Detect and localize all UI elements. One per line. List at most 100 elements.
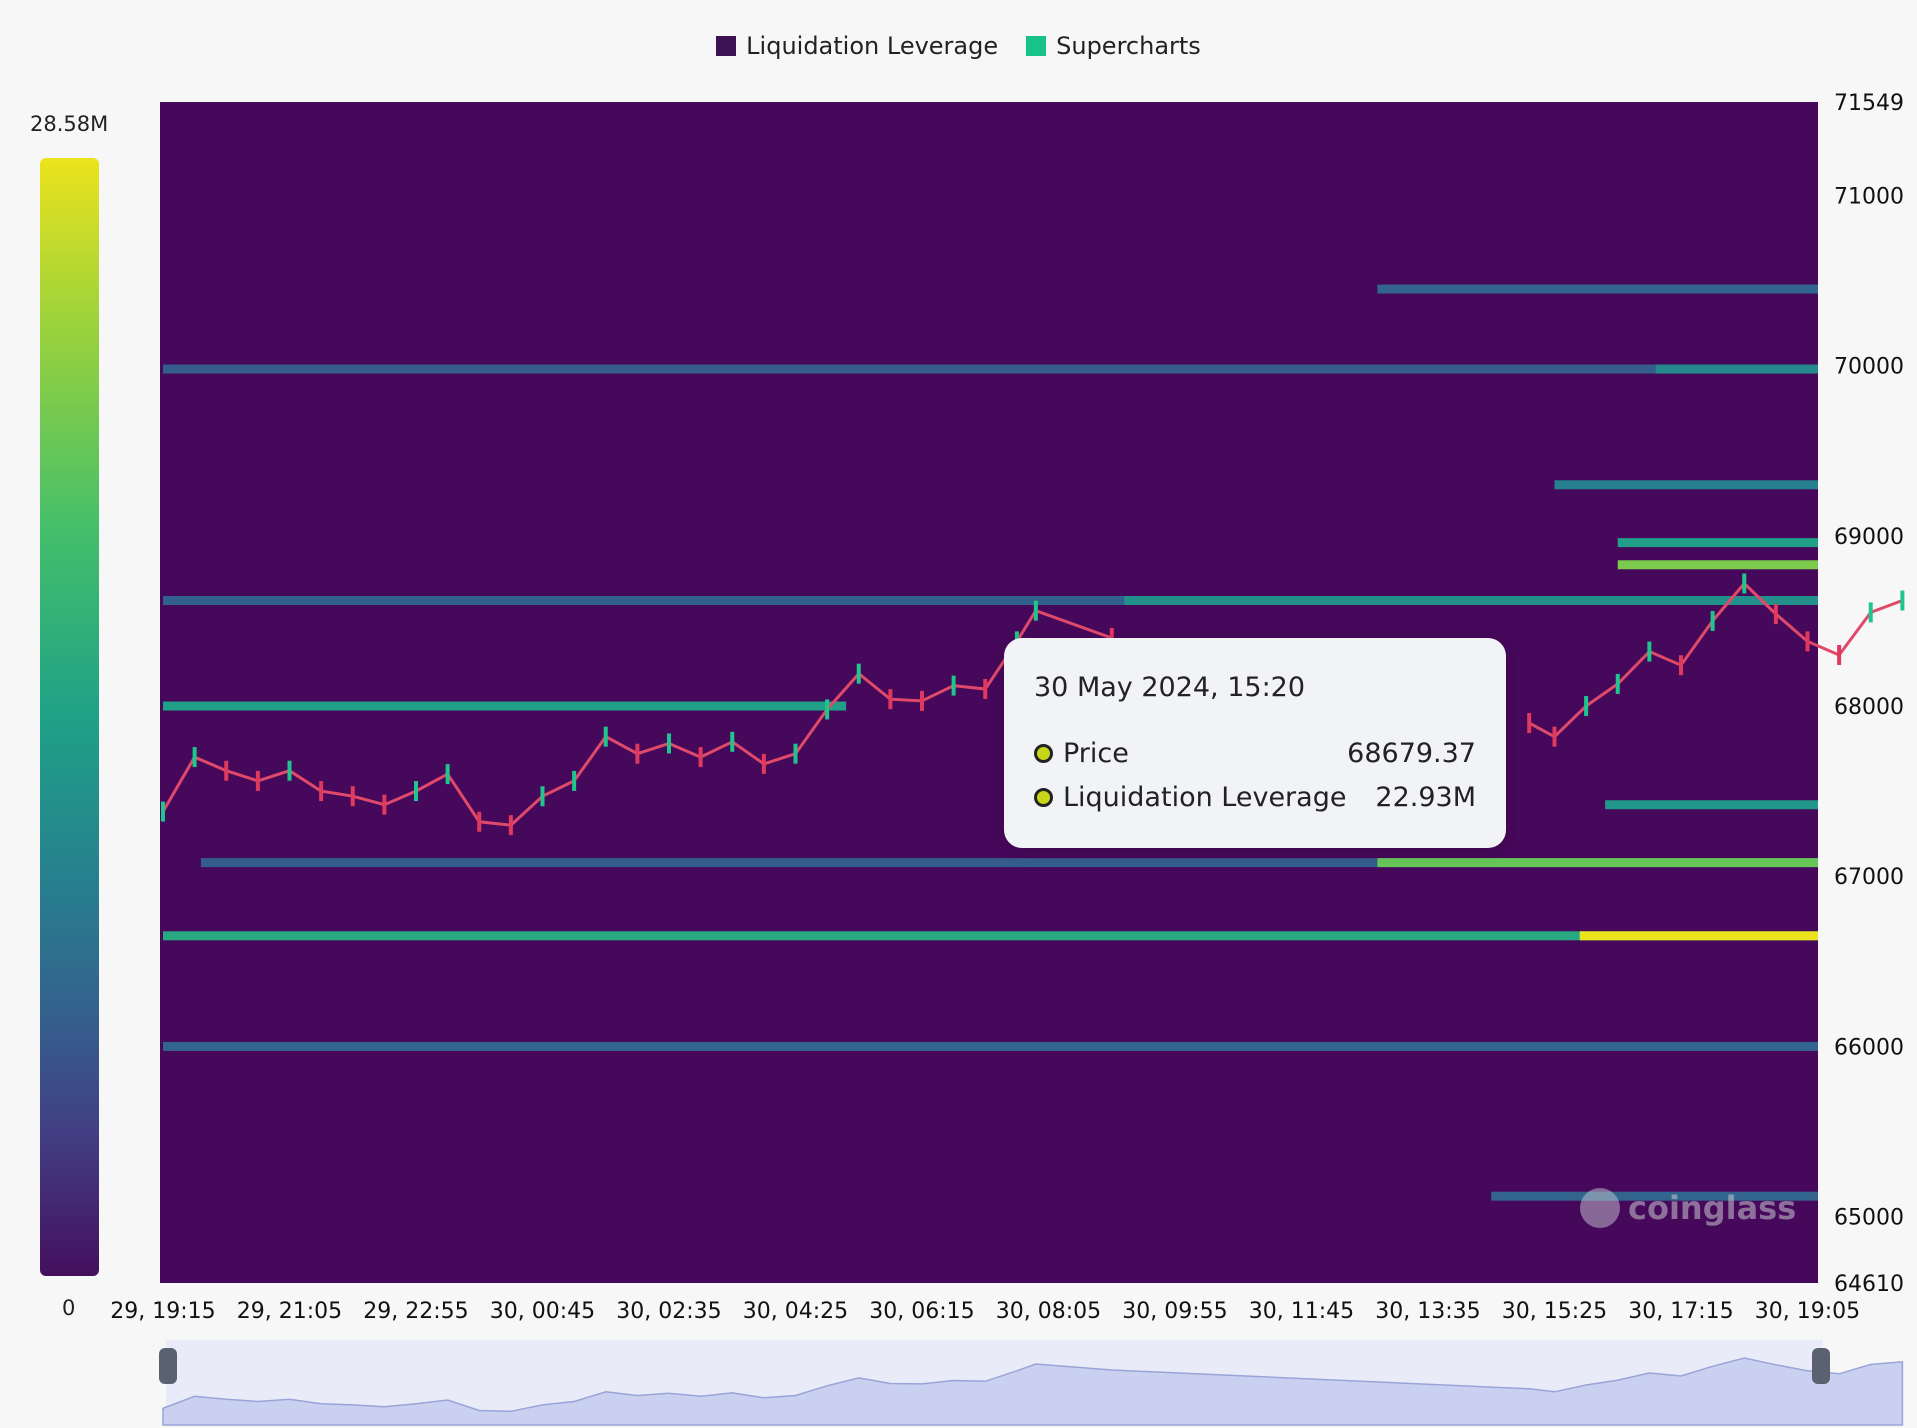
price-candle bbox=[825, 699, 830, 720]
colorbar-min-label: 0 bbox=[62, 1296, 76, 1320]
legend-swatch bbox=[1026, 36, 1047, 56]
navigator-series bbox=[162, 1357, 1904, 1426]
y-tick-label: 69000 bbox=[1834, 525, 1904, 550]
y-tick-label: 66000 bbox=[1834, 1035, 1904, 1060]
x-tick-label: 30, 09:55 bbox=[1122, 1299, 1227, 1324]
price-candle bbox=[730, 731, 735, 752]
price-candle bbox=[350, 786, 355, 807]
price-candle bbox=[888, 689, 893, 710]
price-candle bbox=[1647, 641, 1652, 662]
heat-band-peak bbox=[1579, 931, 1818, 941]
x-tick-label: 30, 19:05 bbox=[1755, 1299, 1860, 1324]
price-candle bbox=[540, 786, 545, 807]
heat-band-peak bbox=[1124, 596, 1818, 606]
price-candle bbox=[572, 770, 577, 791]
price-candle bbox=[1527, 713, 1532, 734]
y-tick-label: 71000 bbox=[1834, 184, 1904, 209]
price-candle bbox=[1710, 610, 1715, 631]
price-candle bbox=[667, 733, 671, 754]
price-candle bbox=[920, 690, 924, 711]
tooltip-value: 22.93M bbox=[1375, 781, 1476, 813]
heat-band bbox=[163, 931, 1818, 941]
price-candle bbox=[1109, 627, 1114, 648]
price-candle bbox=[1868, 602, 1873, 623]
price-candle bbox=[508, 815, 513, 836]
heat-band bbox=[163, 364, 1818, 374]
x-tick-label: 30, 17:15 bbox=[1628, 1299, 1733, 1324]
tooltip-label: Price bbox=[1063, 737, 1129, 769]
price-candle bbox=[1615, 673, 1620, 694]
heat-band bbox=[1491, 1191, 1818, 1201]
x-tick-label: 30, 08:05 bbox=[996, 1299, 1101, 1324]
tooltip: 30 May 2024, 15:20 Price 68679.37 Liquid… bbox=[1004, 638, 1506, 848]
x-tick-label: 29, 21:05 bbox=[237, 1299, 342, 1324]
price-candle bbox=[1742, 573, 1747, 594]
colorbar-max-label: 28.58M bbox=[30, 112, 109, 136]
coinglass-logo-icon bbox=[1580, 1188, 1620, 1228]
heat-band bbox=[1617, 538, 1818, 548]
heat-band bbox=[163, 1041, 1818, 1051]
x-tick-label: 30, 04:25 bbox=[743, 1299, 848, 1324]
price-candle bbox=[856, 663, 861, 684]
legend-item[interactable]: Supercharts bbox=[1026, 32, 1201, 60]
heat-band bbox=[200, 858, 1819, 868]
price-candle bbox=[951, 675, 956, 696]
legend-label: Supercharts bbox=[1056, 32, 1201, 60]
price-candle bbox=[1679, 655, 1683, 676]
price-candle bbox=[1773, 604, 1778, 625]
price-candle bbox=[445, 764, 450, 785]
tooltip-value: 68679.37 bbox=[1347, 737, 1476, 769]
plot-background bbox=[160, 102, 1818, 1283]
price-candle bbox=[1552, 726, 1557, 747]
price-candle bbox=[1033, 600, 1038, 621]
tooltip-row-leverage: Liquidation Leverage 22.93M bbox=[1034, 775, 1476, 819]
heat-band-peak bbox=[1377, 858, 1818, 868]
price-candle bbox=[793, 743, 798, 764]
price-candle bbox=[382, 794, 387, 815]
colorbar bbox=[40, 158, 99, 1276]
price-candle bbox=[635, 743, 640, 764]
price-candle bbox=[983, 679, 988, 700]
price-candle bbox=[414, 781, 418, 802]
x-tick-label: 30, 15:25 bbox=[1502, 1299, 1607, 1324]
chart-legend: Liquidation Leverage Supercharts bbox=[0, 32, 1917, 60]
price-candle bbox=[477, 811, 482, 832]
x-tick-label: 30, 13:35 bbox=[1375, 1299, 1480, 1324]
price-candle bbox=[161, 801, 165, 822]
price-candle bbox=[1584, 696, 1589, 717]
tooltip-row-price: Price 68679.37 bbox=[1034, 731, 1476, 775]
x-tick-label: 30, 11:45 bbox=[1249, 1299, 1354, 1324]
y-tick-label: 64610 bbox=[1834, 1272, 1904, 1297]
y-tick-label: 70000 bbox=[1834, 355, 1904, 380]
price-candle bbox=[287, 760, 292, 781]
price-line bbox=[161, 608, 1113, 827]
y-tick-label: 65000 bbox=[1834, 1206, 1904, 1231]
price-candle bbox=[255, 770, 260, 791]
heat-band bbox=[163, 701, 847, 711]
legend-item[interactable]: Liquidation Leverage bbox=[716, 32, 998, 60]
price-candle bbox=[603, 726, 608, 747]
heat-band-peak bbox=[1655, 364, 1818, 374]
heat-band bbox=[1554, 480, 1818, 490]
price-candle bbox=[1805, 631, 1810, 652]
x-tick-label: 30, 06:15 bbox=[869, 1299, 974, 1324]
legend-swatch bbox=[716, 36, 737, 56]
leverage-dot-icon bbox=[1034, 787, 1053, 807]
x-tick-label: 29, 19:15 bbox=[110, 1299, 215, 1324]
price-candle bbox=[761, 753, 766, 774]
x-tick-label: 29, 22:55 bbox=[363, 1299, 468, 1324]
price-candle bbox=[1837, 644, 1842, 665]
price-candle bbox=[192, 747, 197, 768]
heat-band bbox=[1605, 800, 1818, 810]
tooltip-label: Liquidation Leverage bbox=[1063, 781, 1347, 813]
range-slider-left-handle[interactable] bbox=[159, 1348, 177, 1384]
price-candle bbox=[1900, 590, 1905, 611]
y-tick-label: 67000 bbox=[1834, 865, 1904, 890]
legend-label: Liquidation Leverage bbox=[746, 32, 999, 60]
range-slider-right-handle[interactable] bbox=[1812, 1348, 1830, 1384]
price-dot-icon bbox=[1034, 743, 1053, 763]
price-candle bbox=[224, 760, 229, 781]
heat-band bbox=[1377, 284, 1818, 294]
heat-band bbox=[163, 596, 1818, 606]
